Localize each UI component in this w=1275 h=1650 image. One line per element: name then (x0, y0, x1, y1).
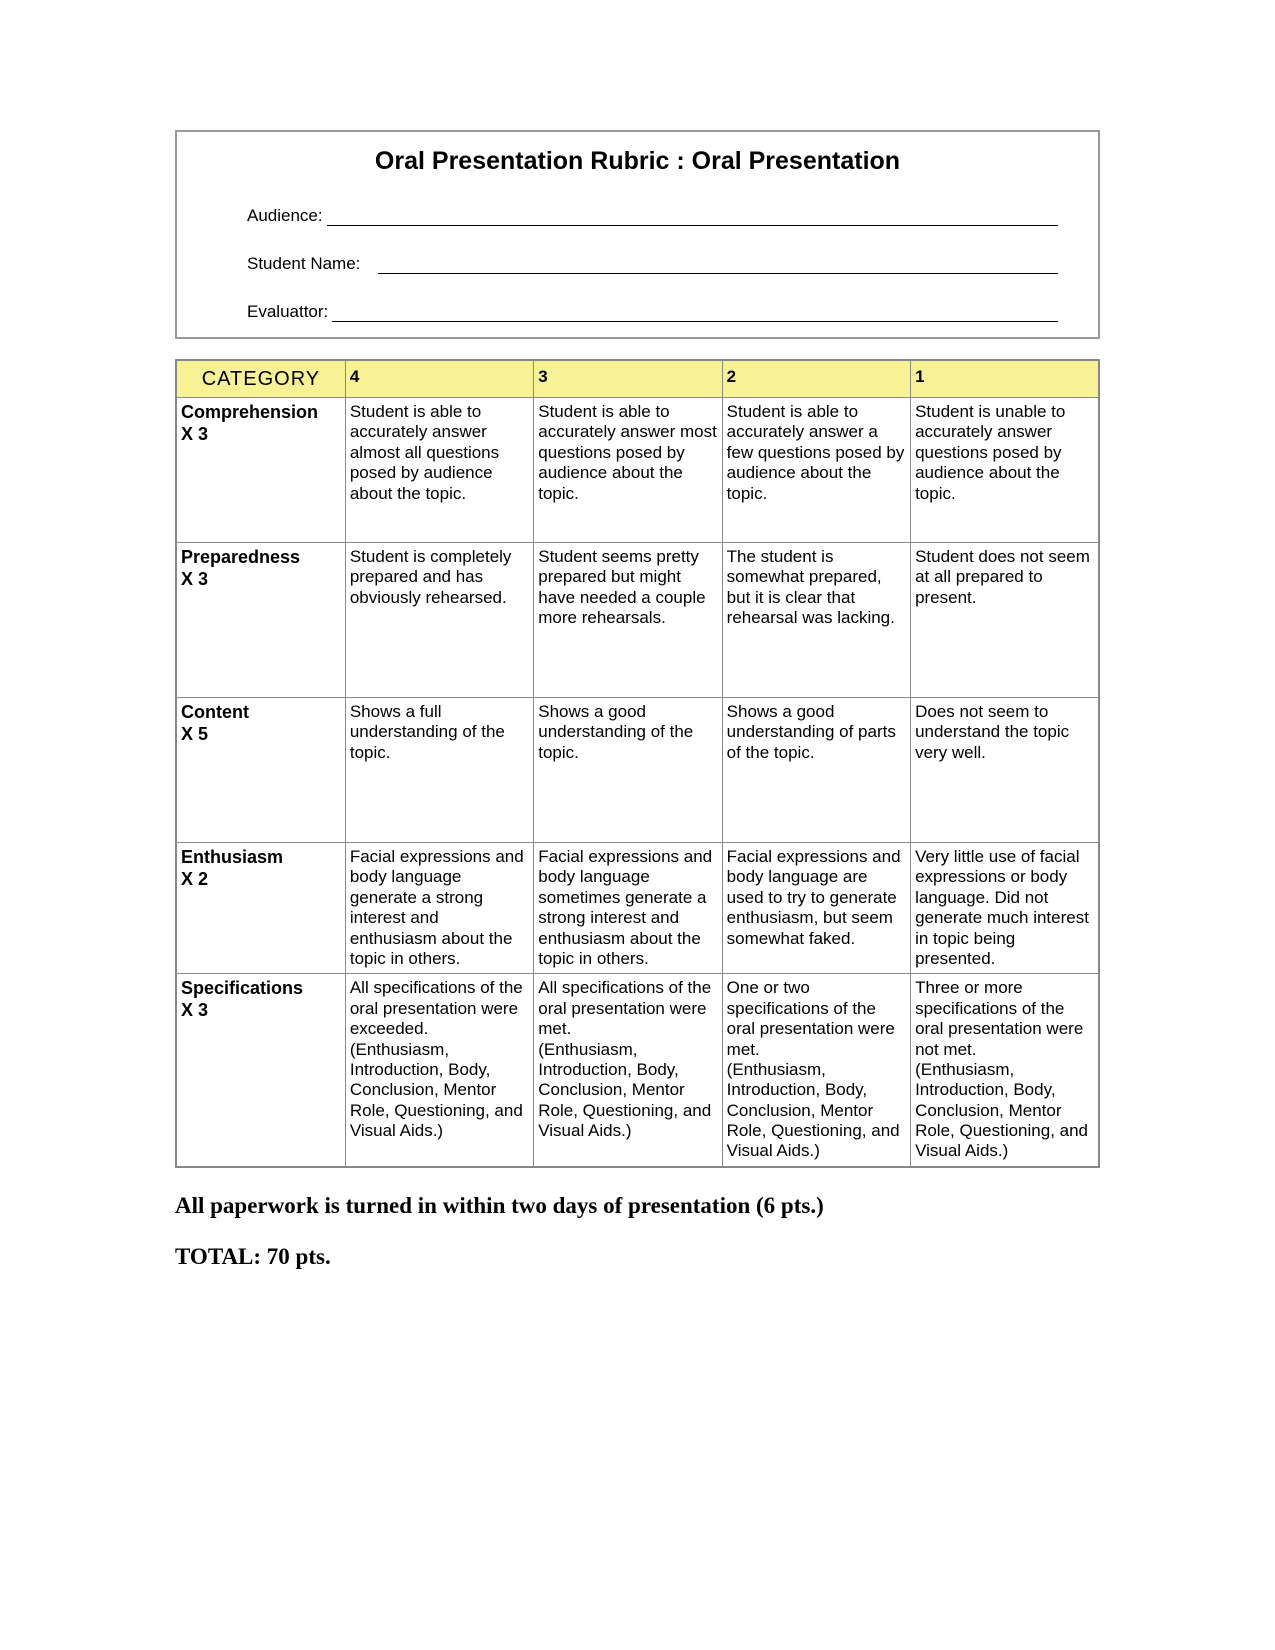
rubric-cell: Facial expressions and body language are… (722, 843, 910, 974)
table-row: Preparedness X 3Student is completely pr… (176, 543, 1099, 698)
rubric-cell: Student is able to accurately answer a f… (722, 398, 910, 543)
category-cell: Preparedness X 3 (176, 543, 345, 698)
rubric-cell: All specifications of the oral presentat… (345, 974, 533, 1167)
rubric-cell: Student seems pretty prepared but might … (534, 543, 722, 698)
rubric-cell: One or two specifications of the oral pr… (722, 974, 910, 1167)
table-row: Content X 5Shows a full understanding of… (176, 698, 1099, 843)
table-row: Enthusiasm X 2Facial expressions and bod… (176, 843, 1099, 974)
table-body: Comprehension X 3Student is able to accu… (176, 398, 1099, 1167)
audience-label: Audience: (247, 206, 323, 226)
evaluator-field-row: Evaluattor: (197, 302, 1078, 322)
evaluator-label: Evaluattor: (247, 302, 328, 322)
rubric-cell: The student is somewhat prepared, but it… (722, 543, 910, 698)
rubric-cell: Student does not seem at all prepared to… (911, 543, 1099, 698)
col-header-2: 2 (722, 360, 910, 398)
rubric-cell: Very little use of facial expressions or… (911, 843, 1099, 974)
table-row: Specifications X 3All specifications of … (176, 974, 1099, 1167)
category-cell: Content X 5 (176, 698, 345, 843)
rubric-cell: Does not seem to understand the topic ve… (911, 698, 1099, 843)
header-box: Oral Presentation Rubric : Oral Presenta… (175, 130, 1100, 339)
rubric-cell: Three or more specifications of the oral… (911, 974, 1099, 1167)
student-label: Student Name: (247, 254, 360, 274)
rubric-cell: Student is able to accurately answer alm… (345, 398, 533, 543)
paperwork-note: All paperwork is turned in within two da… (175, 1193, 1100, 1219)
page-title: Oral Presentation Rubric : Oral Presenta… (197, 147, 1078, 176)
col-header-4: 4 (345, 360, 533, 398)
table-header-row: CATEGORY 4 3 2 1 (176, 360, 1099, 398)
student-line (378, 273, 1058, 274)
audience-field-row: Audience: (197, 206, 1078, 226)
rubric-cell: Student is completely prepared and has o… (345, 543, 533, 698)
evaluator-line (332, 321, 1058, 322)
rubric-cell: Shows a full understanding of the topic. (345, 698, 533, 843)
rubric-cell: Facial expressions and body language gen… (345, 843, 533, 974)
col-header-3: 3 (534, 360, 722, 398)
rubric-cell: Facial expressions and body language som… (534, 843, 722, 974)
footer-section: All paperwork is turned in within two da… (175, 1193, 1100, 1270)
rubric-cell: All specifications of the oral presentat… (534, 974, 722, 1167)
student-field-row: Student Name: (197, 254, 1078, 274)
rubric-cell: Student is able to accurately answer mos… (534, 398, 722, 543)
category-cell: Comprehension X 3 (176, 398, 345, 543)
category-cell: Specifications X 3 (176, 974, 345, 1167)
table-row: Comprehension X 3Student is able to accu… (176, 398, 1099, 543)
total-note: TOTAL: 70 pts. (175, 1244, 1100, 1270)
col-header-1: 1 (911, 360, 1099, 398)
category-cell: Enthusiasm X 2 (176, 843, 345, 974)
rubric-cell: Shows a good understanding of the topic. (534, 698, 722, 843)
rubric-cell: Shows a good understanding of parts of t… (722, 698, 910, 843)
rubric-cell: Student is unable to accurately answer q… (911, 398, 1099, 543)
col-header-category: CATEGORY (176, 360, 345, 398)
rubric-table: CATEGORY 4 3 2 1 Comprehension X 3Studen… (175, 359, 1100, 1168)
audience-line (327, 225, 1058, 226)
